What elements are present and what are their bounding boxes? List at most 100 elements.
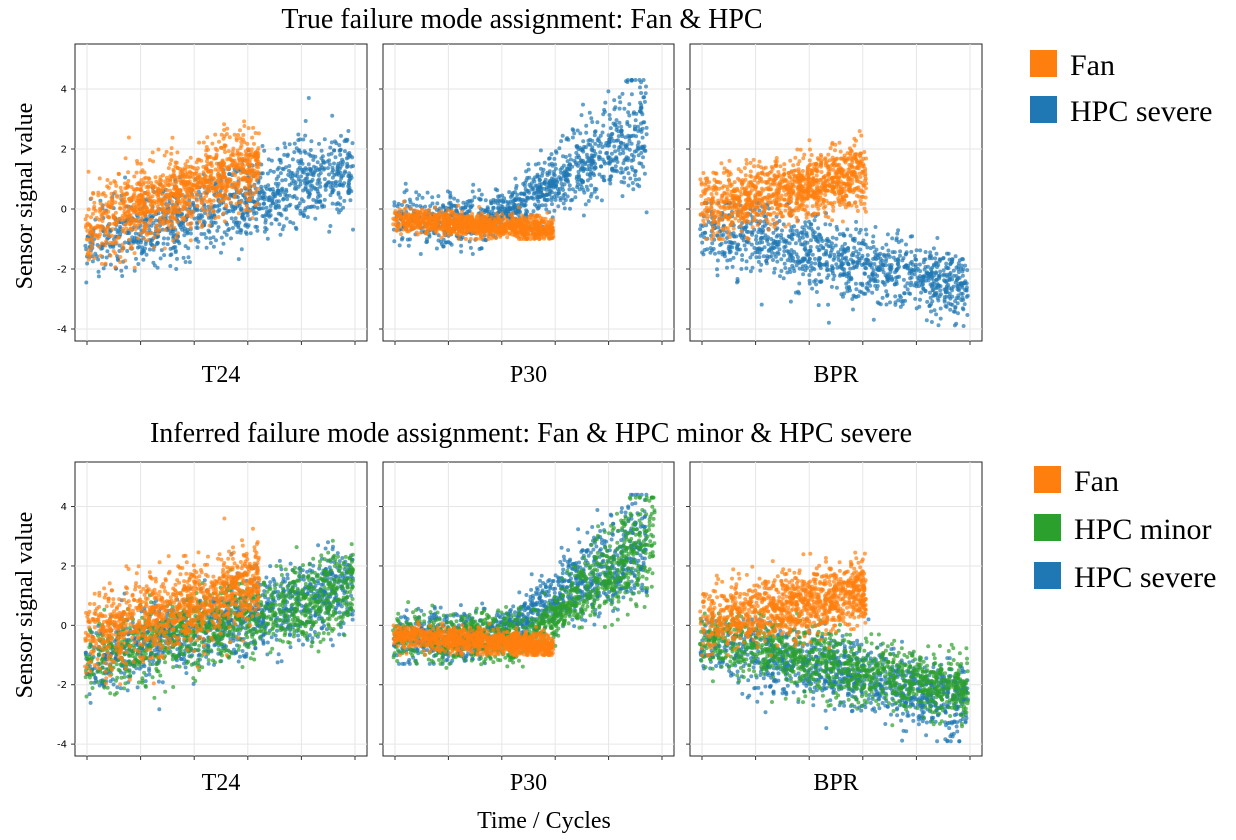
data-point [202, 183, 207, 188]
data-point [627, 124, 632, 128]
data-point [254, 217, 259, 222]
data-point [166, 202, 171, 207]
data-point [441, 217, 446, 222]
data-point [540, 193, 545, 197]
data-point [181, 177, 185, 182]
data-point [619, 124, 624, 129]
data-point [513, 176, 518, 181]
data-point [285, 152, 290, 157]
data-point [392, 211, 397, 216]
data-point [394, 217, 399, 222]
data-point [516, 221, 521, 226]
data-point [830, 235, 835, 240]
data-point [433, 216, 438, 221]
data-point [601, 123, 606, 128]
data-point [94, 215, 99, 220]
data-point [255, 228, 260, 233]
data-point [269, 158, 274, 163]
data-point [624, 155, 629, 160]
data-point [392, 239, 397, 244]
data-point [96, 190, 101, 195]
data-point [227, 209, 232, 214]
data-point [318, 184, 323, 189]
data-point [330, 165, 335, 170]
data-point [119, 216, 124, 220]
data-point [626, 183, 631, 188]
data-point [459, 249, 464, 254]
data-point [141, 205, 146, 210]
data-point [176, 231, 180, 236]
data-point [98, 253, 103, 258]
data-point [626, 171, 631, 176]
data-point [581, 187, 586, 192]
data-point [123, 175, 128, 180]
data-point [779, 257, 784, 262]
data-point [528, 221, 533, 226]
data-point [212, 203, 217, 208]
data-point [113, 238, 118, 243]
data-point [545, 170, 550, 175]
data-point [204, 164, 209, 169]
data-point [328, 181, 333, 186]
data-point [639, 110, 644, 115]
data-point [229, 200, 233, 205]
data-point [526, 167, 531, 172]
data-point [481, 229, 486, 234]
data-point [120, 192, 125, 197]
data-point [206, 228, 211, 233]
data-point [184, 172, 189, 177]
data-point [252, 211, 257, 216]
data-point [538, 178, 542, 182]
data-point [305, 215, 310, 220]
data-point [470, 189, 475, 194]
data-point [608, 117, 612, 121]
data-point [420, 195, 425, 200]
data-point [195, 198, 199, 203]
data-point [84, 237, 89, 242]
data-point [146, 176, 151, 181]
data-point [225, 222, 230, 227]
data-point [240, 212, 245, 217]
data-point [151, 189, 155, 194]
data-point [338, 164, 343, 169]
data-point [613, 149, 618, 154]
data-point [337, 182, 342, 187]
data-point [527, 225, 532, 230]
data-point [334, 141, 339, 146]
data-point [161, 241, 166, 246]
data-point [260, 195, 265, 200]
data-point [238, 136, 243, 141]
data-point [640, 126, 645, 131]
data-point [284, 165, 288, 170]
data-point [459, 243, 464, 248]
data-point [618, 151, 623, 156]
data-point [782, 261, 787, 266]
data-point [602, 107, 607, 112]
data-point [562, 182, 567, 187]
data-point [639, 105, 644, 110]
data-point [808, 245, 813, 249]
data-point [435, 201, 440, 206]
data-point [210, 209, 215, 214]
data-point [871, 234, 876, 239]
data-point [266, 197, 271, 202]
data-point [219, 145, 224, 150]
data-point [609, 174, 614, 179]
data-point [622, 106, 627, 111]
data-point [251, 192, 256, 197]
data-point [543, 203, 548, 208]
data-point [561, 171, 566, 176]
data-point [334, 183, 339, 188]
data-point [485, 220, 490, 225]
data-point [469, 204, 474, 209]
data-point [168, 162, 173, 166]
data-point [201, 208, 206, 213]
data-point [780, 228, 784, 233]
data-point [613, 168, 618, 173]
data-point [186, 180, 191, 184]
data-point [538, 221, 543, 226]
data-point [544, 230, 549, 235]
data-point [572, 131, 577, 136]
data-point [142, 236, 147, 241]
data-point [594, 187, 599, 192]
